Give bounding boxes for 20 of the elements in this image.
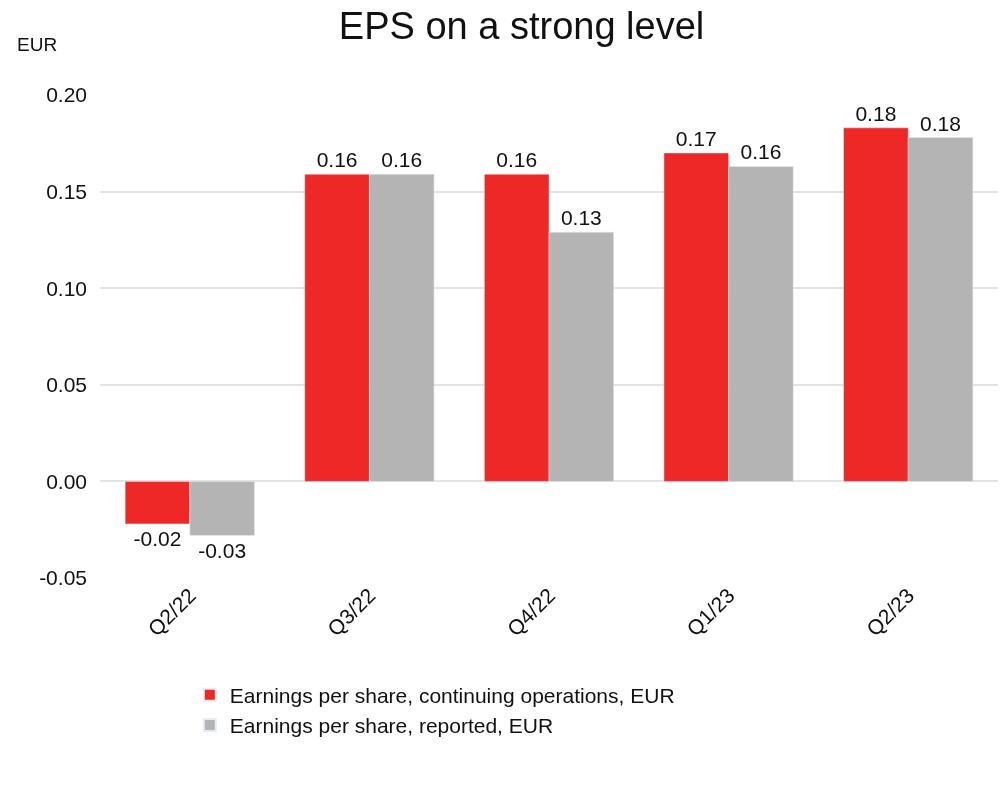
chart-title: EPS on a strong level — [338, 4, 705, 47]
data-label: 0.16 — [496, 148, 538, 172]
data-label: 0.16 — [316, 148, 358, 172]
y-axis-title: EUR — [17, 34, 58, 55]
data-label: -0.03 — [198, 538, 247, 562]
y-tick-label: 0.20 — [46, 83, 87, 107]
data-label: 0.18 — [920, 111, 961, 135]
legend-label: Earnings per share, continuing operations, EUR — [229, 683, 675, 707]
data-label: 0.18 — [855, 101, 897, 125]
data-label: 0.13 — [560, 206, 602, 230]
data-label: 0.17 — [675, 126, 717, 150]
y-tick-label: 0.10 — [46, 276, 87, 300]
data-label: 0.16 — [381, 148, 423, 172]
y-tick-label: 0.15 — [46, 179, 87, 203]
data-label: 0.16 — [740, 140, 782, 164]
y-tick-label: 0.05 — [46, 373, 87, 397]
data-label: -0.02 — [133, 526, 182, 550]
y-tick-label: 0.00 — [46, 469, 87, 493]
y-tick-label: -0.05 — [39, 566, 87, 590]
legend-label: Earnings per share, reported, EUR — [229, 714, 554, 738]
